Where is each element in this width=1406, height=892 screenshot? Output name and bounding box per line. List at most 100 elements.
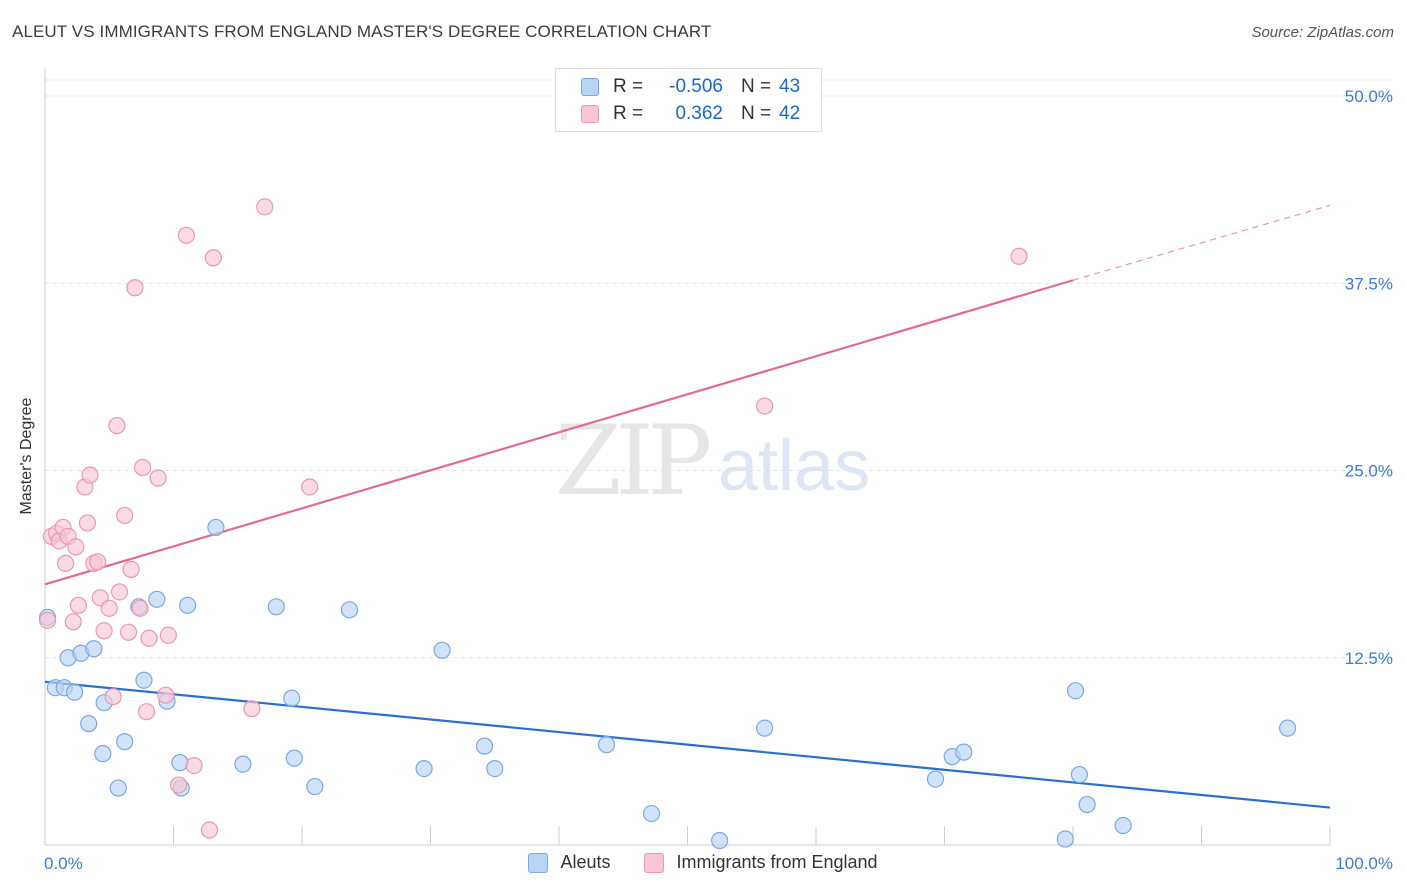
data-point (170, 776, 188, 794)
chart-title: ALEUT VS IMMIGRANTS FROM ENGLAND MASTER'… (12, 22, 712, 41)
data-point (243, 700, 261, 718)
legend-swatch-pink (581, 105, 599, 123)
data-point (711, 831, 729, 850)
data-point (64, 613, 82, 631)
data-point (475, 737, 494, 755)
data-point (926, 770, 945, 788)
data-point (200, 821, 219, 839)
legend-n-value: 42 (779, 103, 801, 124)
y-tick-label: 37.5% (1345, 274, 1393, 293)
data-point (340, 601, 359, 619)
trendline-extension (1072, 204, 1331, 281)
data-point (207, 518, 225, 537)
data-point (433, 641, 451, 659)
data-point (148, 590, 166, 608)
data-point (283, 689, 301, 707)
data-point (116, 506, 134, 525)
data-point (85, 640, 103, 658)
data-point (109, 779, 127, 797)
data-point (126, 279, 144, 297)
data-point (78, 514, 97, 532)
data-point (415, 760, 433, 778)
data-point (108, 416, 126, 435)
legend-n-label: N = (741, 76, 772, 97)
data-point (306, 777, 324, 796)
legend-label-england: Immigrants from England (676, 852, 878, 872)
data-point (81, 466, 99, 484)
data-point (301, 478, 319, 496)
legend-r-label: R = (613, 76, 644, 97)
data-point (69, 596, 88, 614)
data-point (1066, 682, 1085, 700)
data-point (267, 598, 285, 616)
source-label: Source: ZipAtlas.com (1251, 24, 1394, 41)
y-tick-label: 25.0% (1345, 462, 1393, 481)
data-point (140, 629, 158, 647)
trendline (44, 680, 1331, 809)
legend-r-value: -0.506 (669, 76, 723, 97)
data-point (1010, 247, 1028, 265)
data-point (157, 686, 175, 704)
watermark-atlas: atlas (718, 426, 871, 506)
data-point (234, 755, 252, 773)
data-point (1114, 816, 1132, 835)
legend-label-aleuts: Aleuts (560, 852, 611, 872)
data-point (256, 198, 274, 216)
data-point (204, 249, 222, 267)
grid-lines (45, 79, 1392, 659)
data-point (185, 757, 203, 775)
trendlines (44, 204, 1331, 809)
data-point (94, 745, 112, 763)
data-point (137, 703, 156, 721)
legend-r-value: 0.362 (675, 103, 723, 124)
data-point (95, 622, 113, 640)
data-point (1056, 830, 1074, 848)
legend-row-aleuts: R = -0.506 N = 43 (581, 75, 800, 99)
series-legend: Aleuts Immigrants from England (0, 852, 1406, 873)
axes (44, 68, 1331, 846)
data-point (171, 754, 189, 772)
data-point (135, 671, 153, 689)
data-point (1078, 795, 1096, 814)
legend-n-value: 43 (779, 76, 801, 97)
legend-swatch-blue (581, 78, 599, 96)
tick-labels: 12.5% 25.0% 37.5% 50.0% 0.0% 100.0% (44, 87, 1393, 873)
y-tick-label: 12.5% (1345, 649, 1393, 668)
data-point (67, 538, 85, 556)
data-point (597, 736, 616, 754)
legend-item-aleuts[interactable]: Aleuts (528, 852, 610, 873)
legend-item-england[interactable]: Immigrants from England (644, 852, 878, 873)
legend-swatch-blue (528, 852, 549, 873)
data-point (80, 715, 98, 733)
data-points (38, 198, 1297, 850)
correlation-legend: R = -0.506 N = 43 R = 0.362 N = 42 (555, 68, 822, 132)
y-tick-label: 50.0% (1345, 87, 1393, 106)
data-point (110, 583, 129, 601)
data-point (65, 683, 84, 701)
data-point (100, 599, 118, 617)
legend-r-label: R = (613, 103, 644, 124)
data-point (1070, 765, 1089, 784)
data-point (134, 458, 152, 477)
x-tick-label: 100.0% (1335, 854, 1393, 873)
data-point (149, 469, 167, 487)
data-point (486, 760, 504, 778)
data-point (116, 733, 134, 751)
legend-row-england: R = 0.362 N = 42 (581, 102, 800, 126)
data-point (642, 804, 661, 823)
data-point (179, 596, 197, 614)
watermark-zip: ZIP (555, 405, 712, 517)
data-point (122, 560, 140, 578)
data-point (285, 749, 303, 767)
data-point (955, 743, 973, 761)
data-point (104, 688, 122, 706)
data-point (159, 626, 177, 644)
data-point (755, 397, 774, 415)
legend-swatch-pink (644, 852, 665, 873)
data-point (1278, 719, 1297, 737)
data-point (38, 611, 57, 629)
data-point (89, 553, 107, 571)
trendline (44, 279, 1074, 586)
data-point (131, 599, 149, 617)
